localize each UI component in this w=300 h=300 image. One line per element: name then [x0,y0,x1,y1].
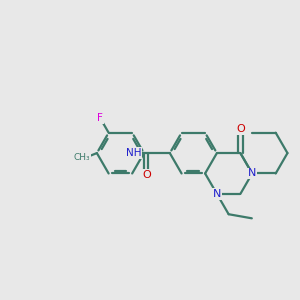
Text: CH₃: CH₃ [74,153,90,162]
Text: NH: NH [126,148,141,158]
Text: O: O [236,124,245,134]
Text: O: O [142,170,151,180]
Text: N: N [248,169,256,178]
Text: F: F [97,113,103,123]
Text: N: N [213,189,221,199]
